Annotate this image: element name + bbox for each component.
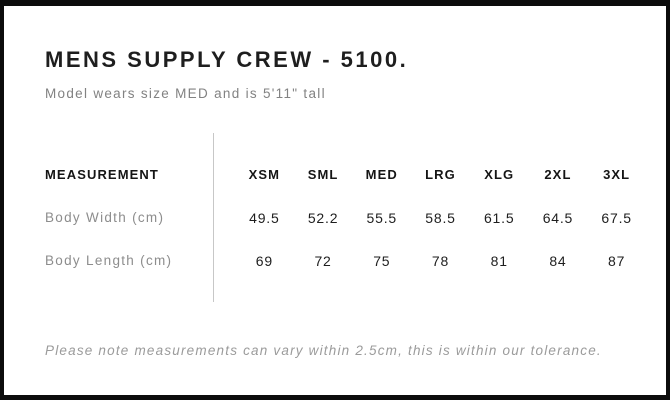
body-width-2xl: 64.5 (542, 209, 574, 226)
body-length-sml: 72 (314, 252, 332, 269)
body-length-med: 75 (373, 252, 391, 269)
measurement-column-header: MEASUREMENT (45, 167, 159, 182)
table-vertical-divider (213, 133, 214, 302)
table-row-body-width: Body Width (cm) 49.5 52.2 55.5 58.5 61.5… (45, 196, 646, 239)
size-chart-content: MENS SUPPLY CREW - 5100. Model wears siz… (4, 6, 666, 360)
model-size-subtitle: Model wears size MED and is 5'11" tall (45, 86, 326, 101)
row-label: Body Width (cm) (45, 210, 165, 225)
size-header-sml: SML (307, 167, 339, 182)
measurement-table: MEASUREMENT XSM SML MED LRG XLG 2XL 3XL … (45, 133, 646, 302)
page-title: MENS SUPPLY CREW - 5100. (45, 47, 409, 72)
table-row-body-length: Body Length (cm) 69 72 75 78 81 84 87 (45, 239, 646, 282)
size-header-xlg: XLG (484, 167, 515, 182)
body-width-sml: 52.2 (307, 209, 339, 226)
row-label: Body Length (cm) (45, 253, 173, 268)
body-length-3xl: 87 (608, 252, 626, 269)
body-width-xlg: 61.5 (483, 209, 515, 226)
body-length-xlg: 81 (490, 252, 508, 269)
body-width-med: 55.5 (366, 209, 397, 226)
body-width-xsm: 49.5 (249, 209, 280, 226)
size-header-3xl: 3XL (603, 167, 631, 182)
body-width-lrg: 58.5 (425, 209, 456, 226)
body-width-3xl: 67.5 (601, 209, 632, 226)
table-header-row: MEASUREMENT XSM SML MED LRG XLG 2XL 3XL (45, 153, 646, 196)
body-length-xsm: 69 (255, 252, 273, 269)
size-header-xsm: XSM (248, 167, 281, 182)
body-length-2xl: 84 (549, 252, 567, 269)
tolerance-note: Please note measurements can vary within… (45, 343, 602, 358)
size-header-2xl: 2XL (544, 167, 572, 182)
size-header-lrg: LRG (425, 167, 456, 182)
body-length-lrg: 78 (431, 252, 450, 269)
size-header-med: MED (365, 167, 398, 182)
